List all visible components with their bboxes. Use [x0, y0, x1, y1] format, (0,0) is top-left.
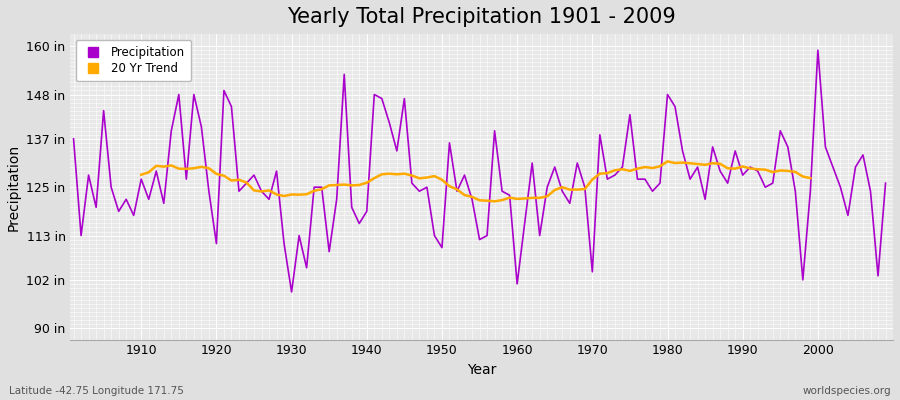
Text: Latitude -42.75 Longitude 171.75: Latitude -42.75 Longitude 171.75	[9, 386, 184, 396]
X-axis label: Year: Year	[467, 363, 496, 377]
Y-axis label: Precipitation: Precipitation	[7, 144, 21, 231]
Title: Yearly Total Precipitation 1901 - 2009: Yearly Total Precipitation 1901 - 2009	[287, 7, 676, 27]
Text: worldspecies.org: worldspecies.org	[803, 386, 891, 396]
Legend: Precipitation, 20 Yr Trend: Precipitation, 20 Yr Trend	[76, 40, 191, 81]
